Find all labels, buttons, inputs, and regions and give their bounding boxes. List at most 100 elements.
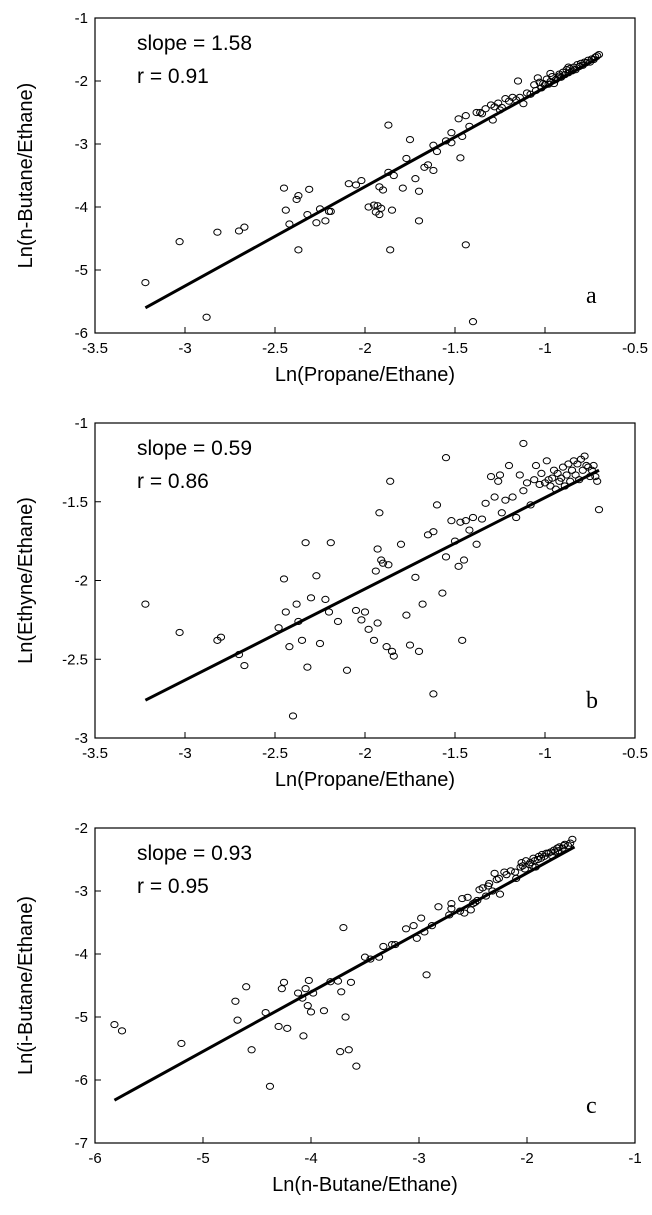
data-point [305, 185, 314, 193]
data-point [506, 867, 515, 875]
data-point [458, 636, 467, 644]
data-point [460, 909, 469, 917]
y-tick-label: -3 [75, 730, 88, 747]
data-point [580, 452, 589, 460]
data-point [369, 636, 379, 644]
data-point [429, 166, 438, 175]
data-point [593, 477, 602, 485]
data-point [141, 600, 150, 608]
data-point [468, 318, 478, 326]
data-point [477, 515, 487, 523]
data-point [342, 666, 352, 674]
data-point [373, 619, 382, 627]
data-point [512, 513, 521, 522]
data-point [417, 914, 426, 922]
data-point [497, 509, 506, 517]
data-point [472, 540, 481, 548]
chart-panel-c: -6 -5 -4 -3 -2 -1-2-3-4-5-6-7Ln(n-Butane/Etha… [15, 820, 642, 1196]
data-point [306, 1008, 316, 1016]
data-point [378, 186, 388, 194]
data-point [141, 279, 150, 287]
data-point [233, 1016, 242, 1024]
data-point [458, 894, 467, 903]
x-tick-label: -5 [196, 1150, 209, 1167]
data-point [423, 531, 433, 539]
data-point [288, 712, 298, 720]
data-point [461, 241, 470, 249]
data-point [384, 561, 393, 569]
data-point [285, 643, 294, 651]
y-tick-label: -4 [75, 199, 88, 216]
data-point [542, 457, 551, 465]
data-point [175, 238, 184, 246]
x-tick-label: -2.5 [262, 745, 288, 762]
data-point [396, 540, 406, 548]
data-point [409, 922, 418, 930]
data-point [293, 989, 303, 997]
r-annotation: r = 0.86 [137, 470, 209, 493]
data-point [240, 661, 249, 670]
data-point [301, 539, 310, 547]
y-axis-label: Ln(n-Butane/Ethane) [15, 83, 37, 269]
data-point [387, 647, 397, 655]
data-point [202, 313, 211, 321]
y-tick-label: -4 [75, 946, 88, 963]
data-point [558, 463, 568, 471]
x-tick-label: -1 [538, 340, 551, 357]
data-point [377, 204, 386, 212]
data-point [301, 985, 310, 993]
x-tick-label: -1.5 [442, 340, 468, 357]
data-point [418, 600, 427, 608]
data-point [337, 988, 346, 996]
y-tick-label: -7 [75, 1135, 88, 1152]
data-point [294, 246, 303, 254]
x-tick-label: -0.5 [622, 340, 648, 357]
data-point [373, 545, 382, 553]
data-point [438, 589, 447, 597]
y-axis-label: Ln(i-Butane/Ethane) [15, 896, 37, 1075]
data-point [422, 971, 431, 979]
data-point [283, 1024, 292, 1032]
data-point [321, 217, 330, 225]
data-point [312, 572, 321, 580]
slope-annotation: slope = 0.93 [137, 842, 252, 865]
data-point [454, 115, 463, 123]
data-point [364, 625, 373, 633]
data-point [240, 223, 249, 231]
slope-annotation: slope = 0.59 [137, 437, 252, 460]
data-point [535, 480, 544, 489]
data-point [530, 476, 539, 484]
data-point [366, 955, 375, 963]
y-tick-label: -2 [75, 820, 88, 837]
data-point [566, 839, 575, 847]
data-point [589, 461, 598, 470]
data-point [247, 1046, 256, 1054]
regression-line [144, 56, 600, 310]
data-point [456, 154, 465, 162]
data-point [495, 890, 505, 898]
data-point [473, 896, 482, 905]
data-point [447, 905, 456, 913]
data-point [360, 608, 370, 616]
data-point [303, 663, 312, 671]
data-point [447, 129, 456, 137]
data-point [405, 135, 415, 144]
panel-letter: b [586, 688, 598, 714]
data-point [501, 496, 510, 504]
data-point [297, 636, 307, 644]
data-point [292, 195, 301, 204]
data-point [526, 501, 535, 509]
data-point [411, 573, 420, 581]
regression-line [144, 468, 600, 702]
data-point [478, 884, 487, 892]
x-axis-label: Ln(n-Butane/Ethane) [272, 1174, 458, 1196]
data-point [216, 633, 226, 641]
data-point [336, 1048, 345, 1056]
data-point [564, 460, 573, 468]
data-point [117, 1027, 127, 1035]
data-point [304, 976, 313, 985]
chart-panel-a: -3.5 -3 -2.5 -2 -1.5 -1 -0.5 -1 -2 -3 -4 -5 -6 Ln(Pro… [15, 10, 648, 386]
data-point [481, 105, 490, 113]
data-point [242, 983, 251, 991]
data-point [339, 923, 348, 932]
